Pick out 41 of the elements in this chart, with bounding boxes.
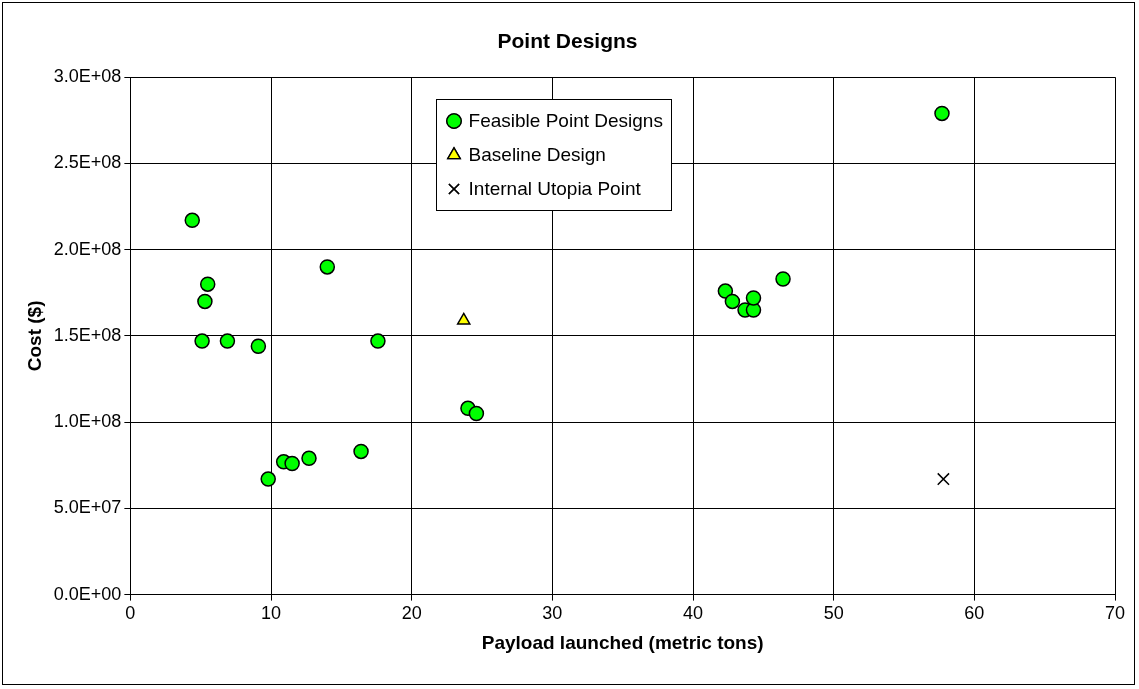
legend-label: Baseline Design: [468, 143, 606, 168]
y-tick-label: 2.5E+08: [53, 152, 122, 173]
point: [319, 259, 336, 275]
point: [934, 105, 950, 122]
x-tick-label: 30: [542, 603, 563, 624]
x-tick-label: 10: [261, 603, 282, 624]
point: [197, 293, 213, 310]
x-tick-label: 60: [964, 603, 985, 624]
y-tick-label: 1.5E+08: [53, 324, 122, 345]
point: [184, 212, 200, 229]
point: [775, 271, 791, 287]
y-tick-label: 1.0E+08: [53, 411, 122, 432]
y-axis-title: Cost ($): [23, 300, 45, 372]
y-tick-label: 3.0E+08: [53, 66, 122, 87]
point: [284, 455, 300, 472]
y-tick-label: 5.0E+07: [53, 497, 122, 518]
point: [250, 338, 267, 354]
point: [194, 333, 210, 349]
point: [199, 276, 216, 292]
point: [370, 333, 386, 349]
point: [456, 312, 471, 325]
point: [260, 471, 276, 487]
point: [219, 333, 236, 349]
point: [301, 450, 317, 467]
x-tick-label: 40: [683, 603, 704, 624]
legend-label: Feasible Point Designs: [468, 109, 663, 134]
x-tick-label: 20: [401, 603, 422, 624]
point: [353, 443, 369, 460]
x-tick-label: 70: [1104, 603, 1126, 624]
y-tick-label: 2.0E+08: [53, 238, 122, 259]
point: [717, 283, 734, 299]
x-tick-label: 0: [125, 603, 136, 624]
x-axis-title: Payload launched (metric tons): [481, 631, 764, 653]
point: [936, 472, 950, 486]
chart-title: Point Designs: [497, 29, 638, 53]
y-tick-label: 0.0E+00: [53, 583, 122, 604]
point: [724, 293, 741, 310]
point: [745, 290, 762, 306]
legend-label: Internal Utopia Point: [468, 177, 641, 202]
point: [468, 405, 485, 422]
x-tick-label: 50: [823, 603, 844, 624]
